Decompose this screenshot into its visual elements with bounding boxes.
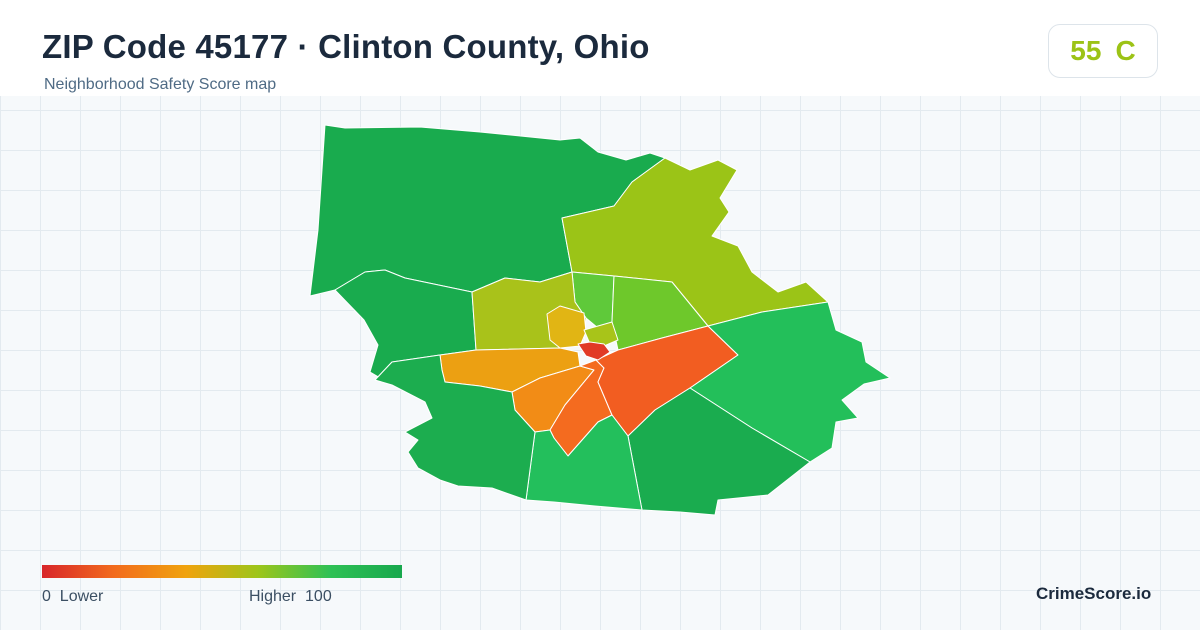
legend-min: 0 Lower — [42, 588, 103, 606]
score-badge: 55 C — [1048, 24, 1158, 78]
page-subtitle: Neighborhood Safety Score map — [44, 76, 277, 93]
header-band — [0, 0, 1200, 96]
legend-min-value: 0 — [42, 588, 51, 605]
score-grade: C — [1115, 35, 1136, 66]
map-area-center-small[interactable] — [546, 305, 587, 349]
legend-max-value: 100 — [305, 588, 332, 605]
map-area-downtown[interactable] — [577, 341, 611, 361]
legend-max-label: Higher — [249, 588, 297, 605]
score-value: 55 — [1070, 35, 1102, 66]
map-area-south-west[interactable] — [374, 354, 536, 501]
legend-min-label: Lower — [59, 588, 104, 605]
page-title: ZIP Code 45177 · Clinton County, Ohio — [42, 28, 650, 65]
brand-logo-text[interactable]: CrimeScore.io — [1036, 584, 1152, 603]
legend-gradient-bar — [42, 565, 402, 578]
map-area-south-east[interactable] — [627, 387, 811, 516]
legend-max: Higher 100 — [249, 588, 332, 606]
